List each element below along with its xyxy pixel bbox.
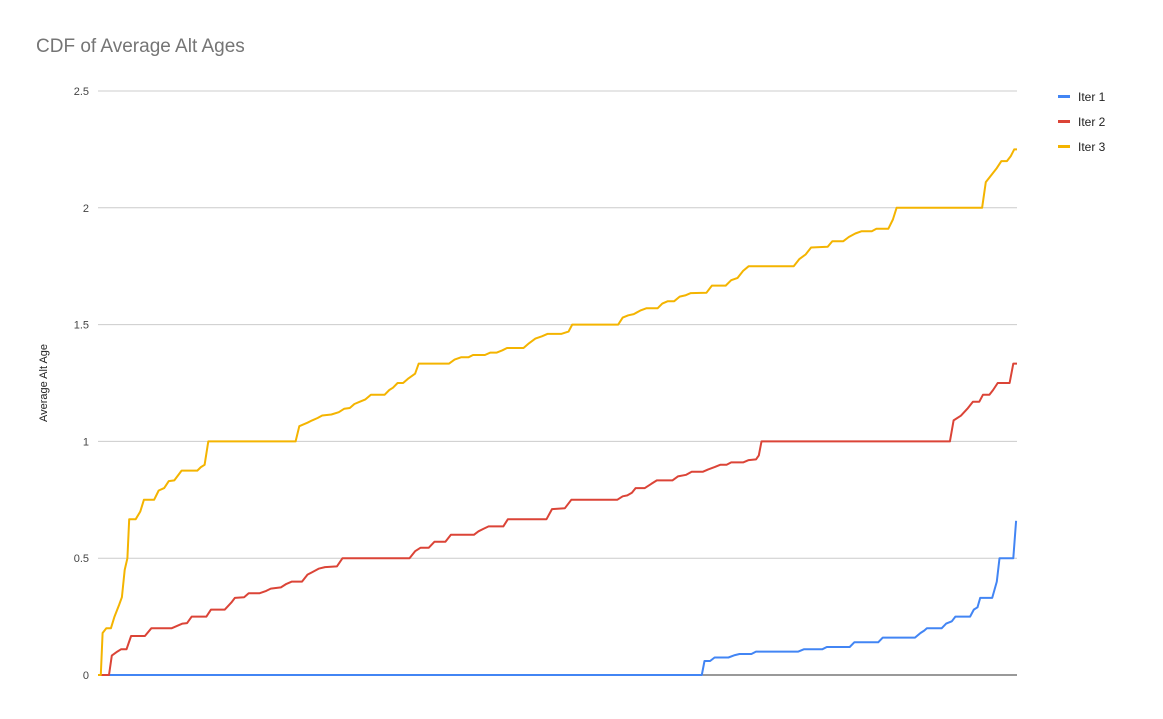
y-tick-label: 0.5 <box>74 553 89 565</box>
y-tick-label: 1 <box>83 436 89 448</box>
legend: Iter 1 Iter 2 Iter 3 <box>1058 84 1105 159</box>
y-tick-label: 2 <box>83 203 89 215</box>
series-line-iter-1[interactable] <box>98 520 1018 676</box>
legend-swatch-iter-1 <box>1058 95 1070 98</box>
legend-label-iter-3: Iter 3 <box>1078 139 1106 154</box>
chart-title: CDF of Average Alt Ages <box>36 36 245 57</box>
series-line-iter-3[interactable] <box>98 148 1017 676</box>
gridlines <box>98 90 1017 676</box>
series-lines <box>98 148 1018 676</box>
legend-item-iter-3[interactable]: Iter 3 <box>1058 134 1105 159</box>
y-tick-label: 1.5 <box>74 320 89 332</box>
y-tick-label: 0 <box>83 670 89 682</box>
legend-item-iter-2[interactable]: Iter 2 <box>1058 109 1105 134</box>
legend-label-iter-1: Iter 1 <box>1078 89 1106 104</box>
legend-label-iter-2: Iter 2 <box>1078 114 1106 129</box>
y-axis-tick-labels: 0 0.5 1 1.5 2 2.5 <box>74 86 89 682</box>
y-tick-label: 2.5 <box>74 86 89 98</box>
y-axis-label: Average Alt Age <box>38 344 50 422</box>
legend-swatch-iter-3 <box>1058 145 1070 148</box>
legend-item-iter-1[interactable]: Iter 1 <box>1058 84 1105 109</box>
series-line-iter-2[interactable] <box>98 362 1017 676</box>
legend-swatch-iter-2 <box>1058 120 1070 123</box>
